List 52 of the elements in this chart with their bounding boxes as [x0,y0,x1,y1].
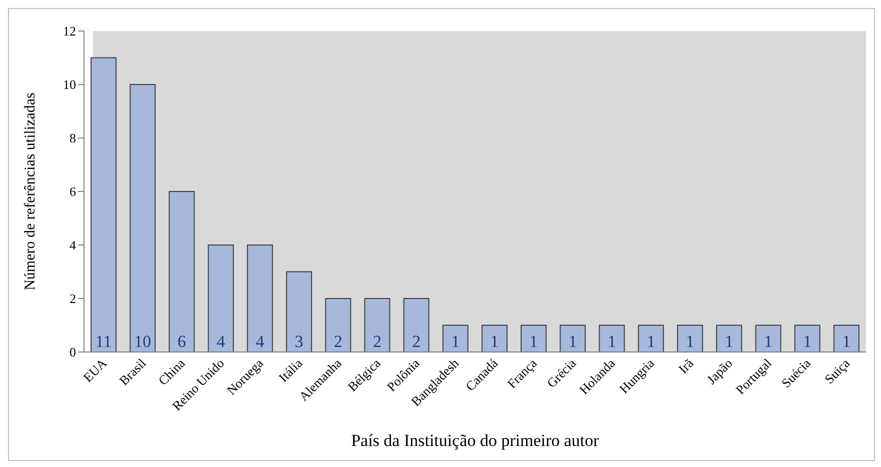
data-label: 1 [568,332,577,351]
bar [286,271,312,352]
bar [677,324,704,352]
bar [716,324,742,352]
data-label: 4 [216,332,226,351]
data-label: 2 [412,332,421,351]
data-label: 1 [764,332,772,351]
bar [90,57,117,352]
y-axis-title: Número de referências utilizadas [22,92,38,290]
bar [520,324,547,352]
y-tick-label: 8 [70,130,76,146]
y-tick-label: 2 [70,291,76,306]
data-label: 1 [490,332,499,351]
data-label: 2 [334,332,342,351]
data-label: 1 [451,332,460,351]
bar [208,244,234,352]
y-tick-label: 12 [63,24,76,39]
y-tick-label: 0 [70,344,76,360]
data-label: 2 [372,332,382,351]
x-tick-label: Itália [276,355,306,386]
data-label: 1 [724,332,734,351]
y-tick-label: 4 [70,238,76,253]
bar [246,244,273,352]
bar [833,324,860,352]
bar [325,298,352,352]
bar [794,324,820,352]
data-label: 1 [529,332,538,351]
data-label: 1 [842,332,851,351]
bar [130,84,156,352]
bar [598,324,625,352]
x-axis-title: País da Instituição do primeiro autor [351,431,600,450]
bar [403,298,430,352]
bar [442,324,468,352]
y-tick-label: 10 [63,77,76,92]
bar [482,324,508,352]
x-tick-label: Irã [675,355,696,376]
x-tick-label: EUA [80,355,110,386]
data-label: 1 [803,332,812,351]
bar [755,324,782,352]
data-label: 4 [256,332,265,351]
y-tick-label: 6 [70,184,76,200]
bar [168,191,195,352]
bar [638,324,664,352]
data-label: 1 [608,332,616,351]
data-label: 11 [95,332,112,351]
data-label: 1 [646,332,656,351]
data-label: 3 [294,332,304,351]
data-label: 6 [177,332,186,351]
data-label: 10 [134,332,152,351]
bar [364,298,390,352]
data-label: 1 [686,332,694,351]
bar [560,324,586,352]
